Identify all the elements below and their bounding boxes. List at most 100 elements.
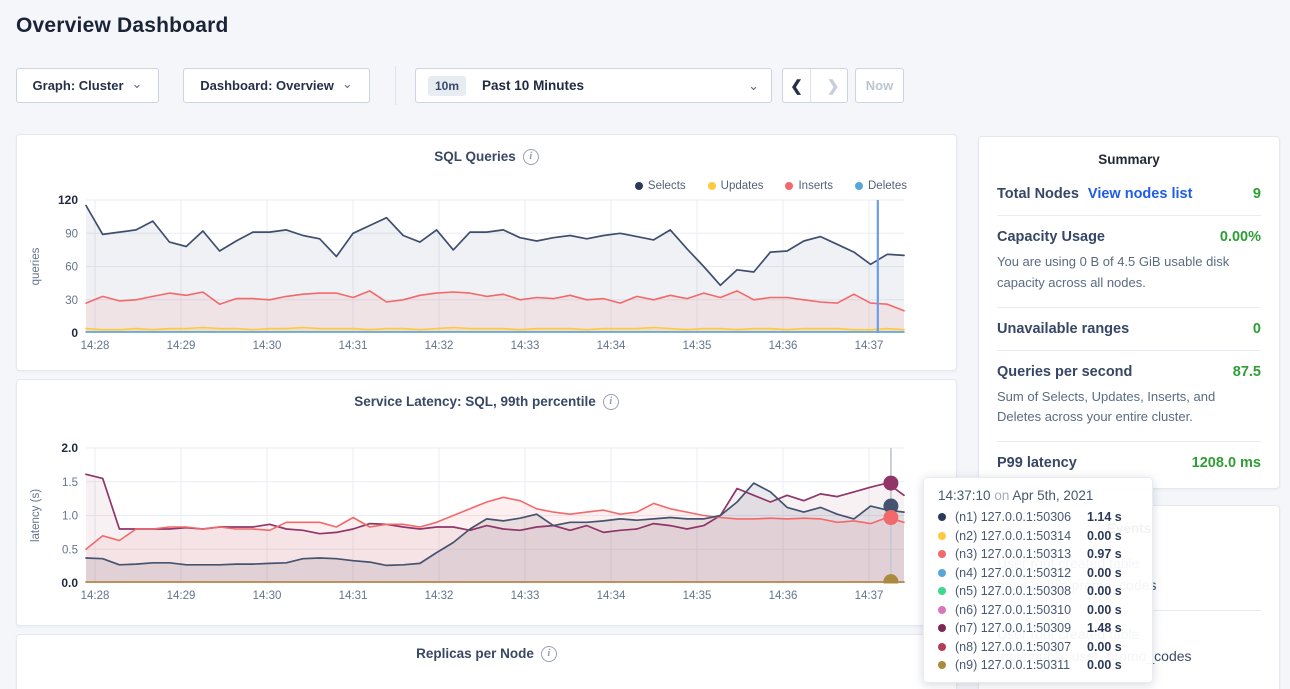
next-time-button[interactable]: ❯ (826, 77, 840, 95)
chevron-down-icon: ⌄ (748, 78, 759, 93)
tooltip-node-label: (n5) 127.0.0.1:50308 (955, 584, 1072, 599)
summary-row-label: Queries per second (997, 363, 1133, 380)
tooltip-node-row: (n5) 127.0.0.1:50308 0.00 s (938, 582, 1138, 601)
legend-item-deletes[interactable]: Deletes (855, 180, 907, 192)
tooltip-node-label: (n7) 127.0.0.1:50309 (955, 621, 1072, 636)
svg-text:14:30: 14:30 (253, 340, 282, 352)
svg-text:1.5: 1.5 (62, 477, 78, 489)
summary-row-label: P99 latency (997, 455, 1077, 472)
tooltip-node-value: 0.00 s (1087, 528, 1122, 543)
tooltip-node-value: 0.00 s (1087, 602, 1122, 617)
summary-row: P99 latency 1208.0 ms (997, 442, 1261, 484)
svg-text:14:32: 14:32 (425, 340, 454, 352)
tooltip-node-row: (n7) 127.0.0.1:50309 1.48 s (938, 619, 1138, 638)
info-icon[interactable]: i (522, 148, 539, 165)
tooltip-node-row: (n2) 127.0.0.1:50314 0.00 s (938, 527, 1138, 546)
time-nav-arrows: ❮ ❯ (782, 68, 848, 103)
tooltip-node-label: (n6) 127.0.0.1:50310 (955, 602, 1072, 617)
summary-row-value: 1208.0 ms (1191, 455, 1261, 472)
tooltip-node-value: 0.00 s (1087, 565, 1122, 580)
node-color-dot-icon (938, 642, 946, 651)
tooltip-node-label: (n3) 127.0.0.1:50313 (955, 547, 1072, 562)
info-icon[interactable]: i (540, 645, 557, 662)
svg-text:120: 120 (58, 193, 78, 207)
tooltip-node-value: 0.00 s (1087, 584, 1122, 599)
tooltip-timestamp: 14:37:10 on Apr 5th, 2021 (938, 488, 1094, 503)
svg-text:14:36: 14:36 (769, 590, 798, 602)
svg-text:14:36: 14:36 (769, 340, 798, 352)
tooltip-node-label: (n1) 127.0.0.1:50306 (955, 510, 1072, 525)
svg-text:14:37: 14:37 (855, 590, 884, 602)
time-range-label: Past 10 Minutes (482, 78, 585, 93)
node-color-dot-icon (938, 624, 946, 633)
time-range-dropdown[interactable]: 10m Past 10 Minutes ⌄ (415, 68, 772, 103)
svg-text:14:34: 14:34 (597, 590, 626, 602)
tooltip-node-row: (n3) 127.0.0.1:50313 0.97 s (938, 545, 1138, 564)
summary-row: Capacity Usage 0.00% You are using 0 B of … (997, 216, 1261, 308)
svg-text:14:33: 14:33 (511, 340, 540, 352)
node-color-dot-icon (938, 587, 946, 596)
legend-item-selects[interactable]: Selects (634, 180, 686, 192)
svg-text:14:35: 14:35 (683, 340, 712, 352)
svg-text:14:31: 14:31 (339, 340, 368, 352)
svg-text:0.5: 0.5 (62, 544, 78, 556)
dashboard-dropdown[interactable]: Dashboard: Overview ⌄ (183, 68, 370, 103)
tooltip-node-row: (n6) 127.0.0.1:50310 0.00 s (938, 601, 1138, 620)
svg-text:queries: queries (30, 247, 42, 285)
svg-text:latency (s): latency (s) (30, 489, 42, 542)
service-latency-chart-title: Service Latency: SQL, 99th percentile (354, 394, 596, 409)
legend-item-updates[interactable]: Updates (707, 180, 763, 192)
summary-row-label: Unavailable ranges (997, 320, 1130, 337)
tooltip-node-value: 0.00 s (1087, 658, 1122, 673)
svg-text:90: 90 (65, 228, 78, 240)
svg-text:14:28: 14:28 (81, 590, 110, 602)
svg-text:14:35: 14:35 (683, 590, 712, 602)
prev-time-button[interactable]: ❮ (783, 69, 812, 102)
tooltip-node-label: (n4) 127.0.0.1:50312 (955, 565, 1072, 580)
summary-row-value: 0 (1252, 320, 1261, 337)
legend-dot-icon (785, 182, 794, 190)
info-icon[interactable]: i (602, 393, 619, 410)
tooltip-node-label: (n8) 127.0.0.1:50307 (955, 639, 1072, 654)
legend-label: Selects (647, 180, 686, 192)
svg-text:30: 30 (65, 295, 78, 307)
legend-item-inserts[interactable]: Inserts (785, 180, 833, 192)
replicas-chart-title: Replicas per Node (416, 646, 534, 661)
legend-dot-icon (855, 182, 863, 190)
now-button[interactable]: Now (855, 68, 904, 103)
tooltip-node-value: 0.00 s (1087, 639, 1122, 654)
svg-text:14:29: 14:29 (167, 340, 196, 352)
legend-label: Deletes (868, 180, 907, 192)
svg-text:14:33: 14:33 (511, 590, 540, 602)
tooltip-node-row: (n8) 127.0.0.1:50307 0.00 s (938, 638, 1138, 657)
view-nodes-list-link[interactable]: View nodes list (1087, 186, 1193, 202)
svg-text:14:37: 14:37 (855, 340, 884, 352)
summary-row: Unavailable ranges 0 (997, 308, 1261, 351)
tooltip-node-label: (n2) 127.0.0.1:50314 (955, 528, 1072, 543)
sql-queries-chart-title: SQL Queries (434, 149, 516, 164)
svg-text:14:29: 14:29 (167, 590, 196, 602)
sql-queries-chart[interactable]: 14:28 14:29 14:30 14:31 14:32 14:33 14:34 14:35… (17, 135, 956, 370)
chevron-down-icon: ⌄ (131, 76, 143, 91)
chart-hover-tooltip: 14:37:10 on Apr 5th, 2021 (n1) 127.0.0.1… (923, 477, 1153, 683)
sql-queries-card: SQL Queries i Selects Updates Inserts Delet… (16, 134, 957, 371)
tooltip-node-value: 1.48 s (1087, 621, 1122, 636)
summary-row-label: Total Nodes (997, 186, 1079, 202)
tooltip-node-row: (n9) 127.0.0.1:50311 0.00 s (938, 656, 1138, 675)
summary-row-description: You are using 0 B of 4.5 GiB usable disk… (997, 254, 1230, 290)
svg-text:1.0: 1.0 (62, 511, 78, 523)
legend-dot-icon (634, 182, 643, 190)
node-color-dot-icon (938, 531, 946, 540)
graph-dropdown-label: Graph: Cluster (32, 78, 124, 93)
summary-row-label: Capacity Usage (997, 229, 1105, 245)
node-color-dot-icon (938, 568, 946, 577)
svg-text:14:34: 14:34 (597, 340, 626, 352)
svg-text:14:28: 14:28 (81, 340, 110, 352)
graph-dropdown[interactable]: Graph: Cluster ⌄ (16, 68, 159, 103)
toolbar-divider (395, 66, 396, 105)
summary-title: Summary (1098, 152, 1160, 167)
tooltip-node-value: 1.14 s (1087, 510, 1122, 525)
time-range-badge: 10m (428, 75, 467, 96)
node-color-dot-icon (938, 550, 946, 559)
service-latency-chart[interactable]: 14:28 14:29 14:30 14:31 14:32 14:33 14:34 14:35… (17, 380, 956, 625)
